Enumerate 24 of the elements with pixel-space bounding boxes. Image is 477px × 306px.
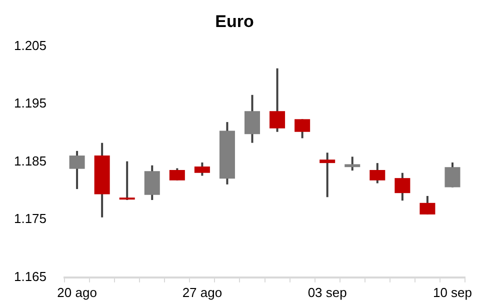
y-tick-label: 1.185	[14, 153, 47, 168]
candlestick	[119, 160, 135, 202]
candlestick	[194, 161, 210, 177]
x-tick-label: 03 sep	[308, 284, 347, 300]
y-tick-label: 1.205	[14, 38, 47, 53]
candlestick	[444, 161, 460, 188]
x-tick-label: 10 sep	[432, 284, 472, 300]
candlestick	[244, 94, 260, 144]
y-tick-label: 1.195	[14, 96, 47, 111]
candlestick	[270, 67, 286, 133]
candlestick	[344, 156, 360, 172]
y-tick-label: 1.175	[14, 211, 47, 226]
candlestick	[144, 164, 160, 202]
candlestick	[370, 162, 386, 184]
candlestick	[420, 194, 436, 216]
candlestick	[320, 152, 336, 198]
x-tick-label: 20 ago	[57, 284, 97, 300]
candlestick	[294, 118, 310, 140]
candlestick	[69, 150, 85, 190]
y-tick-label: 1.165	[14, 268, 47, 284]
chart-title: Euro	[215, 12, 254, 31]
candlestick	[394, 172, 410, 202]
x-tick-label: 27 ago	[182, 284, 222, 300]
candlestick	[169, 167, 185, 182]
